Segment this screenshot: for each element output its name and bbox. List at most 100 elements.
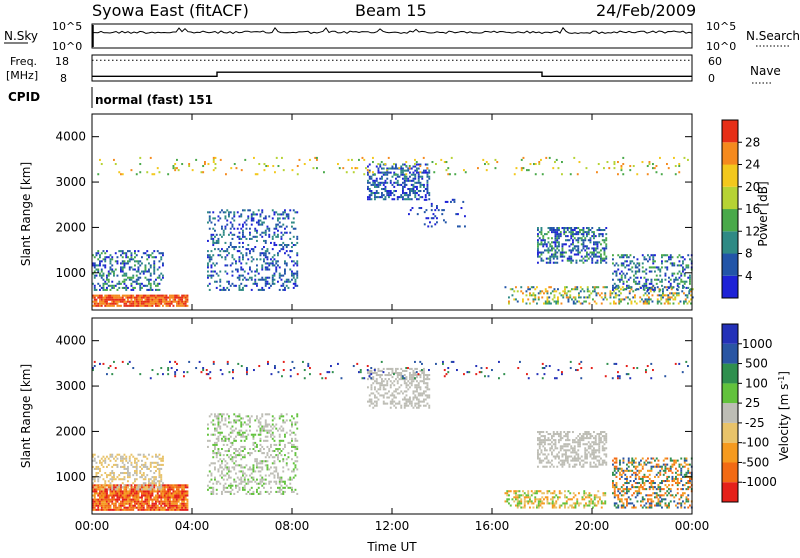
data-cell	[585, 301, 587, 303]
data-cell	[395, 178, 397, 180]
data-cell	[558, 433, 560, 435]
data-cell	[228, 475, 230, 477]
data-cell	[277, 450, 279, 452]
data-cell	[596, 303, 598, 305]
data-cell	[677, 256, 679, 258]
data-cell	[627, 296, 629, 298]
data-cell	[111, 281, 113, 283]
data-cell	[369, 399, 371, 401]
data-cell	[239, 275, 241, 277]
data-cell	[602, 441, 604, 443]
data-cell	[228, 491, 230, 493]
data-cell	[104, 490, 106, 492]
data-cell	[134, 299, 136, 301]
data-cell	[139, 283, 141, 285]
data-cell	[101, 486, 103, 488]
data-cell	[97, 503, 99, 505]
data-cell	[428, 194, 430, 196]
data-cell	[96, 488, 98, 490]
data-cell	[652, 262, 654, 264]
data-cell	[677, 283, 679, 285]
data-cell	[226, 454, 228, 456]
data-cell	[400, 407, 402, 409]
data-cell	[160, 480, 162, 482]
data-cell	[94, 492, 96, 494]
data-cell	[549, 256, 551, 258]
data-cell	[125, 262, 127, 264]
data-cell	[284, 454, 286, 456]
data-cell	[567, 431, 569, 433]
data-cell	[131, 490, 133, 492]
data-cell	[623, 256, 625, 258]
data-cell	[554, 288, 556, 290]
data-cell	[225, 440, 227, 442]
data-cell	[556, 231, 558, 233]
data-cell	[371, 190, 373, 192]
data-cell	[261, 446, 263, 448]
data-cell	[118, 484, 120, 486]
data-cell	[110, 499, 112, 501]
data-cell	[159, 472, 161, 474]
data-cell	[413, 407, 415, 409]
data-cell	[233, 213, 235, 215]
data-cell	[178, 301, 180, 303]
data-cell	[465, 171, 467, 173]
data-cell	[572, 447, 574, 449]
data-cell	[174, 492, 176, 494]
data-cell	[111, 472, 113, 474]
data-cell	[413, 370, 415, 372]
data-cell	[388, 397, 390, 399]
data-cell	[187, 509, 189, 511]
data-cell	[207, 475, 209, 477]
data-cell	[577, 249, 579, 251]
data-cell	[584, 456, 586, 458]
data-cell	[591, 451, 593, 453]
data-cell	[97, 305, 99, 307]
data-cell	[591, 445, 593, 447]
data-cell	[237, 250, 239, 252]
data-cell	[523, 157, 525, 159]
data-cell	[153, 503, 155, 505]
data-cell	[551, 247, 553, 249]
data-cell	[247, 479, 249, 481]
data-cell	[240, 252, 242, 254]
data-cell	[167, 492, 169, 494]
data-cell	[416, 368, 418, 370]
data-cell	[386, 397, 388, 399]
data-cell	[376, 196, 378, 198]
data-cell	[418, 168, 420, 170]
data-cell	[155, 470, 157, 472]
data-cell	[111, 301, 113, 303]
data-cell	[124, 488, 126, 490]
data-cell	[279, 460, 281, 462]
data-cell	[267, 460, 269, 462]
data-cell	[136, 462, 138, 464]
data-cell	[249, 228, 251, 230]
data-cell	[584, 437, 586, 439]
data-cell	[219, 250, 221, 252]
data-cell	[291, 487, 293, 489]
data-cell	[249, 426, 251, 428]
data-cell	[187, 295, 189, 297]
data-cell	[247, 424, 249, 426]
data-cell	[413, 374, 415, 376]
data-cell	[595, 235, 597, 237]
data-cell	[279, 436, 281, 438]
data-cell	[96, 472, 98, 474]
data-cell	[407, 384, 409, 386]
data-cell	[239, 470, 241, 472]
data-cell	[230, 436, 232, 438]
colorbar-segment	[722, 165, 738, 187]
data-cell	[148, 495, 150, 497]
data-cell	[402, 399, 404, 401]
data-cell	[581, 439, 583, 441]
data-cell	[235, 285, 237, 287]
data-cell	[125, 256, 127, 258]
data-cell	[411, 382, 413, 384]
data-cell	[244, 481, 246, 483]
data-cell	[108, 464, 110, 466]
data-cell	[279, 275, 281, 277]
data-cell	[223, 211, 225, 213]
data-cell	[218, 426, 220, 428]
data-cell	[218, 468, 220, 470]
